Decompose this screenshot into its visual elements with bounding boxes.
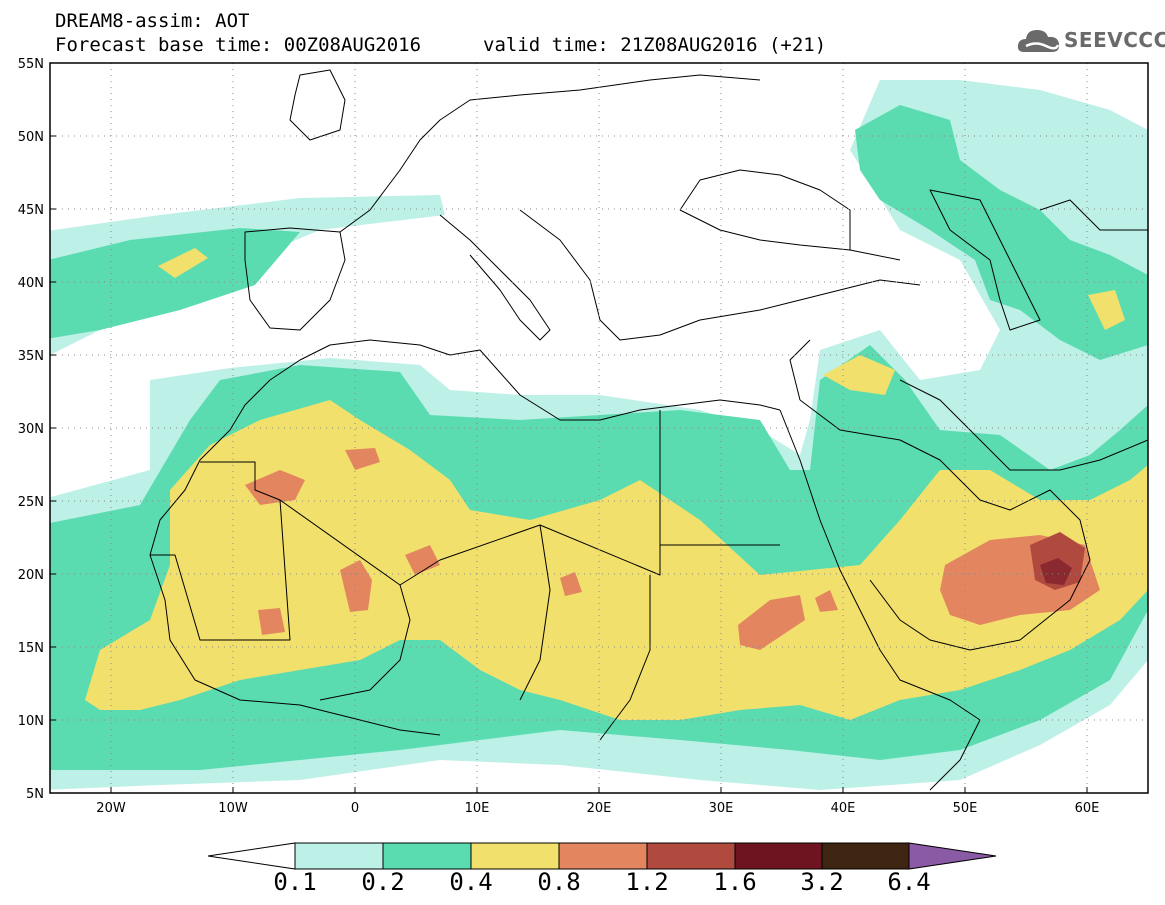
colorbar-label: 0.2 [361,868,405,896]
colorbar-label: 0.8 [537,868,581,896]
colorbar-swatch-4 [558,842,648,870]
colorbar-swatch-1 [294,842,384,870]
lat-label-45n: 45N [18,203,44,218]
colorbar [207,842,997,870]
lon-label-50e: 50E [953,801,978,816]
seevccc-logo: SEEVCCC [1016,24,1165,58]
colorbar-label: 0.1 [273,868,317,896]
lat-label-10n: 10N [18,714,44,729]
cloud-icon [1017,30,1060,52]
logo-text: SEEVCCC [1064,28,1165,52]
lat-label-20n: 20N [18,568,44,583]
lon-label-60e: 60E [1075,801,1100,816]
colorbar-low-arrow [207,842,296,870]
colorbar-label: 1.2 [625,868,669,896]
lat-label-35n: 35N [18,349,44,364]
colorbar-swatch-2 [382,842,472,870]
lat-label-55n: 55N [18,57,44,72]
colorbar-swatch-6 [734,842,823,870]
lon-label-20w: 20W [96,801,126,816]
lon-label-10e: 10E [465,801,490,816]
title-product: DREAM8-assim: AOT [55,10,250,32]
lon-label-30e: 30E [709,801,734,816]
lon-label-20e: 20E [587,801,612,816]
lat-label-50n: 50N [18,130,44,145]
lat-label-40n: 40N [18,276,44,291]
colorbar-swatch-5 [646,842,736,870]
colorbar-label: 0.4 [449,868,493,896]
lat-label-5n: 5N [26,787,44,802]
colorbar-swatch-7 [821,842,910,870]
colorbar-label: 6.4 [887,868,931,896]
lon-label-40e: 40E [831,801,856,816]
title-valid-time: valid time: 21Z08AUG2016 (+21) [483,34,827,56]
lat-label-30n: 30N [18,422,44,437]
colorbar-labels: 0.1 0.2 0.4 0.8 1.2 1.6 3.2 6.4 [0,868,1165,898]
lat-label-25n: 25N [18,495,44,510]
lat-label-15n: 15N [18,641,44,656]
colorbar-label: 3.2 [800,868,844,896]
lon-label-10w: 10W [218,801,248,816]
colorbar-label: 1.6 [713,868,757,896]
title-base-time: Forecast base time: 00Z08AUG2016 [55,34,422,56]
colorbar-swatch-3 [470,842,560,870]
colorbar-high-arrow [908,842,997,870]
lon-label-0: 0 [351,801,359,816]
